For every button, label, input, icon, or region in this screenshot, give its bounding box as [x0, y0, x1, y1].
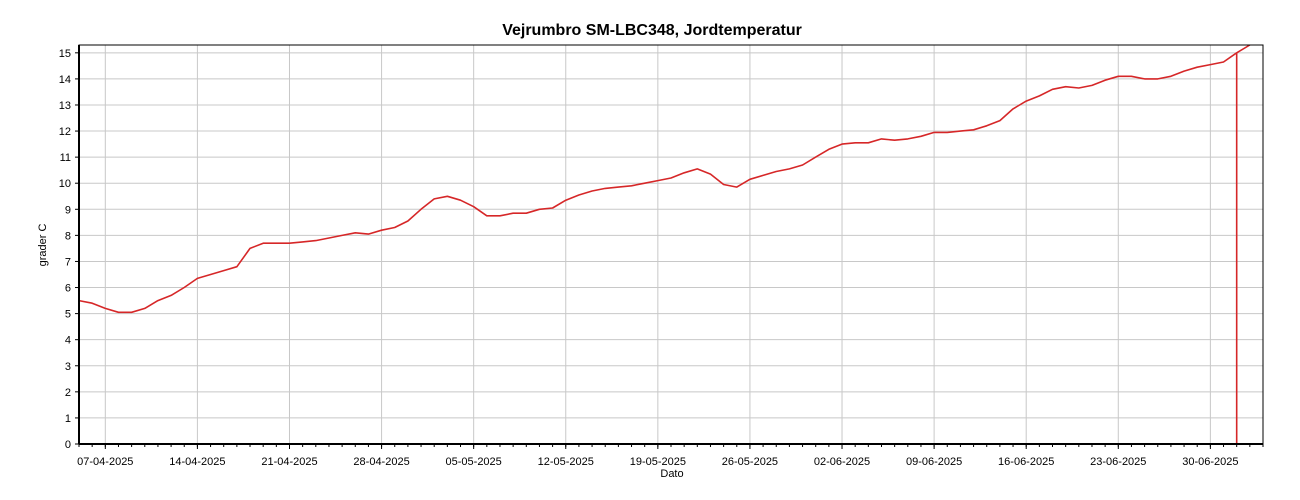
x-tick-label: 28-04-2025 [353, 456, 409, 468]
y-tick-label: 3 [65, 361, 71, 373]
y-tick-label: 10 [59, 178, 71, 190]
series-layer [78, 44, 1251, 444]
x-axis-label: Dato [660, 468, 683, 480]
y-tick-label: 1 [65, 413, 71, 425]
axes [75, 44, 1264, 449]
y-tick-label: 9 [65, 204, 71, 216]
x-tick-label: 21-04-2025 [261, 456, 317, 468]
y-tick-label: 14 [59, 74, 71, 86]
y-tick-label: 6 [65, 283, 71, 295]
y-tick-label: 8 [65, 230, 71, 242]
y-tick-label: 0 [65, 439, 71, 451]
x-tick-label: 23-06-2025 [1090, 456, 1146, 468]
grid [79, 45, 1263, 445]
y-tick-label: 12 [59, 126, 71, 138]
x-tick-label: 05-05-2025 [446, 456, 502, 468]
series-line [78, 44, 1251, 314]
y-tick-label: 2 [65, 387, 71, 399]
y-tick-label: 4 [65, 335, 71, 347]
y-tick-label: 5 [65, 309, 71, 321]
x-tick-label: 16-06-2025 [998, 456, 1054, 468]
y-axis-label: grader C [37, 224, 49, 267]
x-tick-label: 26-05-2025 [722, 456, 778, 468]
chart-title: Vejrumbro SM-LBC348, Jordtemperatur [502, 22, 802, 39]
x-tick-label: 30-06-2025 [1182, 456, 1238, 468]
y-tick-label: 7 [65, 256, 71, 268]
x-tick-label: 02-06-2025 [814, 456, 870, 468]
x-tick-label: 12-05-2025 [538, 456, 594, 468]
y-tick-label: 15 [59, 48, 71, 60]
y-tick-label: 13 [59, 100, 71, 112]
x-tick-label: 09-06-2025 [906, 456, 962, 468]
y-tick-label: 11 [60, 152, 71, 164]
x-tick-label: 07-04-2025 [77, 456, 133, 468]
x-tick-label: 19-05-2025 [630, 456, 686, 468]
x-tick-label: 14-04-2025 [169, 456, 225, 468]
